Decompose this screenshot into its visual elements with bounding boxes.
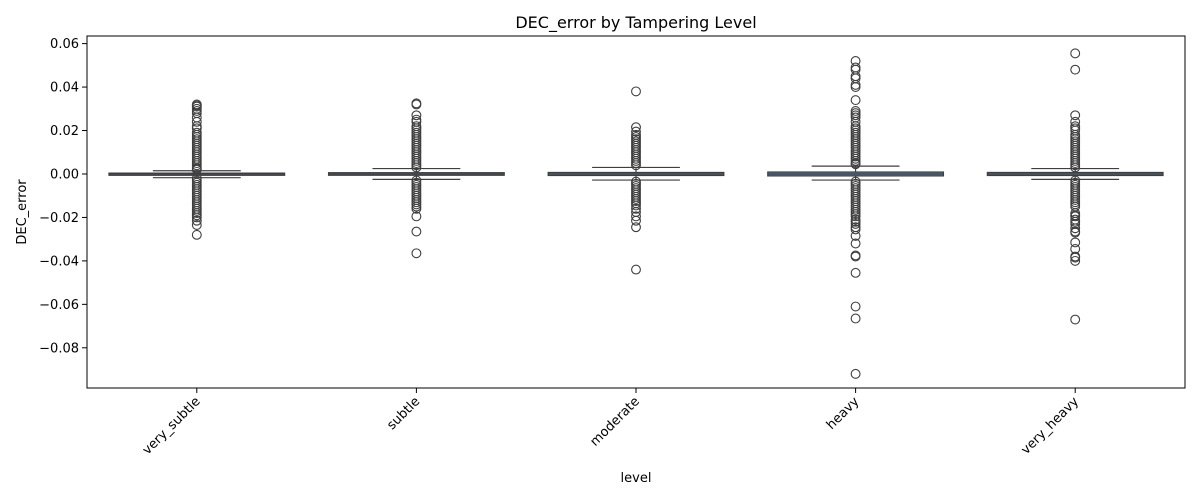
outlier-point [850,313,861,324]
outlier-point [1070,48,1081,59]
y-tick-label: 0.04 [50,81,79,96]
x-tick-label: very_subtle [140,394,204,458]
outlier-point [850,368,861,379]
outlier-point [191,116,202,127]
x-tick-label: moderate [587,394,642,449]
chart-title: DEC_error by Tampering Level [515,13,756,33]
y-tick-label: −0.08 [39,341,79,356]
outlier-point [411,203,422,214]
outlier-point [850,219,861,229]
outlier-point [631,215,641,226]
y-tick-label: 0.06 [50,37,79,52]
outlier-point [411,248,422,259]
box-group-very_subtle [108,99,286,240]
outlier-point [850,238,861,249]
y-tick-label: 0.00 [50,167,79,182]
outlier-point [850,230,861,241]
y-axis-label: DEC_error [15,179,30,245]
outlier-point [631,122,641,133]
outlier-point [850,71,861,82]
x-axis: very_subtle subtle moderate heavy very_heavy [140,388,1082,458]
outlier-point [411,226,422,237]
outlier-point [631,86,641,97]
outlier-point [850,62,861,73]
outlier-point [411,162,422,173]
outlier-point [191,229,202,240]
y-axis: −0.08 −0.06 −0.04 −0.02 0.00 0.02 0.04 0.06 [39,37,87,356]
outlier-point [850,95,861,106]
outlier-point [411,110,422,121]
outlier-point [191,220,202,230]
x-tick-label: heavy [824,394,863,433]
y-tick-label: 0.02 [50,124,79,139]
outlier-point [1070,255,1081,266]
outlier-point [1070,223,1081,234]
outlier-point [1070,162,1081,173]
outlier-point [850,224,861,235]
outlier-point [850,251,861,262]
outlier-point [191,212,202,223]
outlier-point [631,222,641,233]
y-tick-label: −0.06 [39,298,79,313]
outlier-point [191,215,202,226]
outlier-point [631,160,641,171]
outlier-point [850,267,861,278]
outlier-point [631,200,641,211]
y-tick-label: −0.02 [39,211,79,226]
outlier-point [411,99,422,110]
box-group-subtle [327,98,505,259]
outlier-point [850,159,861,170]
box-group-very_heavy [986,48,1164,325]
box-group-moderate [547,86,725,275]
outlier-point [850,82,861,93]
outlier-point [1070,237,1081,248]
outlier-point [1070,252,1081,263]
outlier-point [631,203,641,214]
outlier-point [850,301,861,312]
x-tick-label: subtle [384,394,423,433]
outlier-point [1070,64,1081,75]
box-group-heavy [767,56,945,379]
x-axis-label: level [621,471,652,486]
outlier-point [631,211,641,222]
outlier-point [1070,227,1081,238]
x-tick-label: very_heavy [1019,394,1083,458]
outlier-point [850,211,861,222]
plot-area [86,35,1186,389]
outlier-point [631,126,641,137]
outlier-point [1070,211,1081,222]
y-tick-label: −0.04 [39,254,79,269]
outlier-point [1070,110,1081,121]
outlier-point [850,79,861,90]
outlier-point [411,211,422,222]
outlier-point [1070,314,1081,325]
outlier-point [631,264,641,275]
